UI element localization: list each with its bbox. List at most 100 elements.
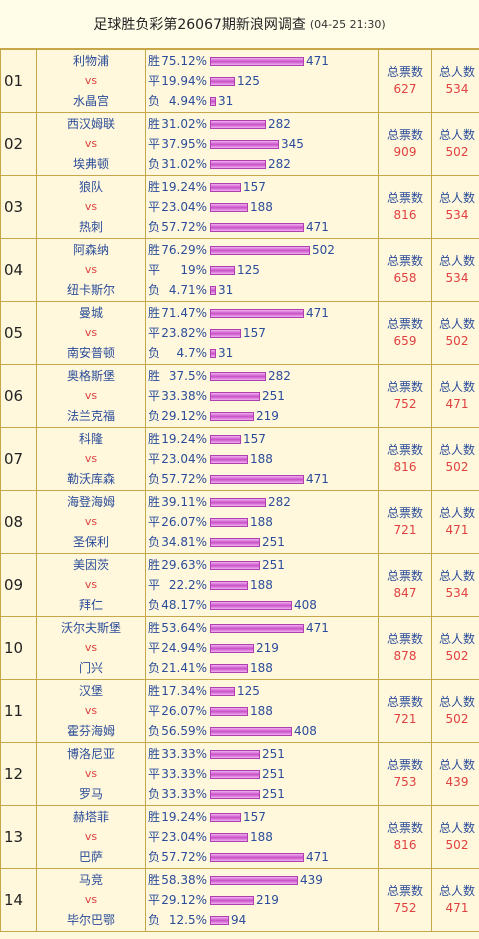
vote-draw-percent: 23.04% (161, 452, 207, 466)
vote-win-bar (210, 182, 241, 192)
home-team[interactable]: 曼城 (78, 306, 103, 320)
vote-loss-label: 负 (148, 472, 161, 486)
vs-label: vs (84, 893, 98, 906)
vote-loss-percent: 56.59% (161, 724, 207, 738)
home-team[interactable]: 奥格斯堡 (66, 369, 115, 383)
match-number: 02 (0, 112, 37, 176)
home-team[interactable]: 博洛尼亚 (66, 747, 115, 761)
total-people-value: 439 (445, 775, 469, 789)
total-votes-cell: 总票数 659 (378, 301, 432, 365)
home-team[interactable]: 西汉姆联 (66, 117, 115, 131)
total-people-cell: 总人数 502 (431, 427, 479, 491)
total-people-value: 502 (445, 460, 469, 474)
home-team[interactable]: 马竞 (78, 873, 103, 887)
match-row: 09 美因茨 vs 拜仁 胜 29.63% 251 平 22.2% 188 (0, 553, 479, 617)
total-people-value: 471 (445, 901, 469, 915)
vote-win-row: 胜 75.12% 471 (148, 51, 378, 71)
survey-header: 足球胜负彩第26067期新浪网调查 (04-25 21:30) (0, 0, 479, 49)
vote-win-percent: 39.11% (161, 495, 207, 509)
vote-draw-bar (210, 895, 254, 905)
home-team[interactable]: 利物浦 (72, 54, 109, 68)
vote-loss-row: 负 12.5% 94 (148, 910, 378, 930)
match-row: 06 奥格斯堡 vs 法兰克福 胜 37.5% 282 平 33.38% 251 (0, 364, 479, 428)
vote-draw-label: 平 (148, 515, 161, 529)
vote-win-row: 胜 39.11% 282 (148, 492, 378, 512)
match-row: 01 利物浦 vs 水晶宫 胜 75.12% 471 平 19.94% 125 (0, 49, 479, 113)
home-team[interactable]: 沃尔夫斯堡 (60, 621, 121, 635)
vs-label: vs (84, 704, 98, 717)
match-number: 07 (0, 427, 37, 491)
vote-draw-count: 188 (250, 515, 273, 529)
vote-loss-bar (210, 159, 266, 169)
vote-draw-percent: 33.33% (161, 767, 207, 781)
vote-win-percent: 19.24% (161, 180, 207, 194)
match-teams: 沃尔夫斯堡 vs 门兴 (36, 616, 146, 680)
vote-win-label: 胜 (148, 873, 161, 887)
total-votes-label: 总票数 (386, 695, 423, 709)
away-team[interactable]: 南安普顿 (66, 346, 115, 360)
vote-draw-bar (210, 454, 248, 464)
home-team[interactable]: 汉堡 (78, 684, 103, 698)
away-team[interactable]: 热刺 (78, 220, 103, 234)
vote-draw-row: 平 23.04% 188 (148, 449, 378, 469)
away-team[interactable]: 圣保利 (72, 535, 109, 549)
home-team[interactable]: 阿森纳 (72, 243, 109, 257)
vote-win-row: 胜 76.29% 502 (148, 240, 378, 260)
away-team[interactable]: 法兰克福 (66, 409, 115, 423)
vote-loss-count: 251 (262, 535, 285, 549)
vote-draw-percent: 19.94% (161, 74, 207, 88)
vote-draw-percent: 19% (180, 263, 207, 277)
away-team[interactable]: 门兴 (78, 661, 103, 675)
away-team[interactable]: 拜仁 (78, 598, 103, 612)
away-team[interactable]: 巴萨 (78, 850, 103, 864)
home-team[interactable]: 海登海姆 (66, 495, 115, 509)
vote-breakdown: 胜 39.11% 282 平 26.07% 188 负 34.81% 251 (145, 490, 379, 554)
vote-loss-bar (210, 474, 304, 484)
total-votes-cell: 总票数 721 (378, 490, 432, 554)
vote-win-percent: 37.5% (168, 369, 207, 383)
match-teams: 利物浦 vs 水晶宫 (36, 49, 146, 113)
vote-draw-count: 251 (262, 389, 285, 403)
away-team[interactable]: 霍芬海姆 (66, 724, 115, 738)
home-team[interactable]: 赫塔菲 (72, 810, 109, 824)
away-team[interactable]: 勒沃库森 (66, 472, 115, 486)
vote-win-label: 胜 (148, 180, 161, 194)
vote-draw-bar (210, 265, 235, 275)
vote-win-bar (210, 56, 304, 66)
vote-loss-count: 251 (262, 787, 285, 801)
vote-loss-count: 471 (306, 850, 329, 864)
vote-draw-row: 平 33.33% 251 (148, 764, 378, 784)
vote-win-label: 胜 (148, 243, 161, 257)
total-people-label: 总人数 (438, 758, 475, 772)
away-team[interactable]: 纽卡斯尔 (66, 283, 115, 297)
match-row: 13 赫塔菲 vs 巴萨 胜 19.24% 157 平 23.04% 188 (0, 805, 479, 869)
away-team[interactable]: 毕尔巴鄂 (66, 913, 115, 927)
away-team[interactable]: 埃弗顿 (72, 157, 109, 171)
home-team[interactable]: 科隆 (78, 432, 103, 446)
home-team[interactable]: 狼队 (78, 180, 103, 194)
away-team[interactable]: 罗马 (78, 787, 103, 801)
vote-draw-row: 平 29.12% 219 (148, 890, 378, 910)
vote-loss-label: 负 (148, 94, 161, 108)
match-number: 06 (0, 364, 37, 428)
total-votes-label: 总票数 (386, 380, 423, 394)
match-number: 13 (0, 805, 37, 869)
vote-breakdown: 胜 75.12% 471 平 19.94% 125 负 4.94% 31 (145, 49, 379, 113)
vote-draw-bar (210, 643, 254, 653)
vote-draw-count: 219 (256, 893, 279, 907)
home-team[interactable]: 美因茨 (72, 558, 109, 572)
match-row: 12 博洛尼亚 vs 罗马 胜 33.33% 251 平 33.33% 251 (0, 742, 479, 806)
vote-win-label: 胜 (148, 810, 161, 824)
match-number: 05 (0, 301, 37, 365)
total-votes-cell: 总票数 752 (378, 868, 432, 932)
total-people-label: 总人数 (438, 254, 475, 268)
vote-loss-row: 负 57.72% 471 (148, 847, 378, 867)
match-number: 14 (0, 868, 37, 932)
vote-loss-row: 负 21.41% 188 (148, 658, 378, 678)
total-votes-value: 816 (393, 208, 417, 222)
away-team[interactable]: 水晶宫 (72, 94, 109, 108)
vote-win-row: 胜 31.02% 282 (148, 114, 378, 134)
total-people-value: 534 (445, 586, 469, 600)
vote-win-percent: 58.38% (161, 873, 207, 887)
